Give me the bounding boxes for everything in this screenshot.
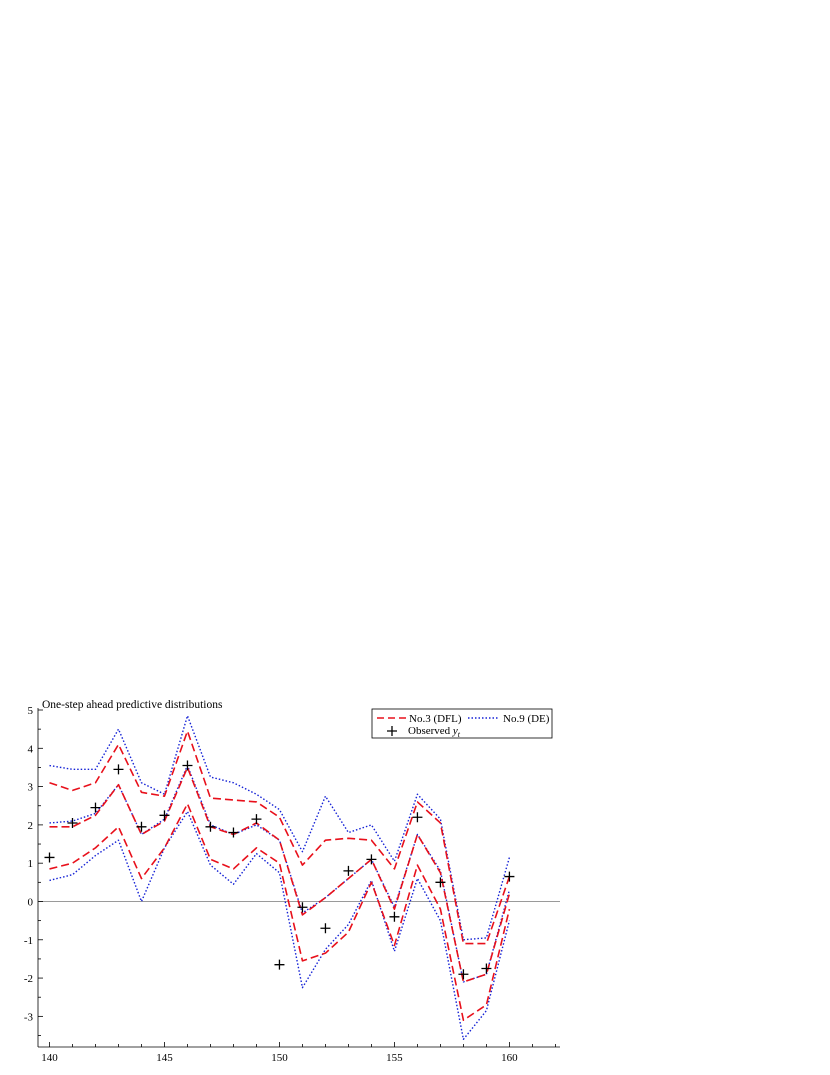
x-tick-label: 150 xyxy=(271,1052,288,1064)
observed-point xyxy=(297,902,308,913)
y-tick-label: -3 xyxy=(24,1011,34,1023)
observed-point xyxy=(159,810,170,821)
series-line-de-0 xyxy=(49,715,511,941)
series-lines xyxy=(49,715,511,1041)
observed-point xyxy=(412,812,423,823)
observed-point xyxy=(320,923,331,934)
x-tick-label: 145 xyxy=(156,1052,173,1064)
x-tick-label: 140 xyxy=(41,1052,58,1064)
x-tick-label: 160 xyxy=(501,1052,518,1064)
y-tick-label: -1 xyxy=(24,935,33,947)
y-tick-label: -2 xyxy=(24,973,33,985)
legend-label-observed-symbol: y xyxy=(452,725,458,737)
legend: No.3 (DFL) No.9 (DE) Observed yt xyxy=(371,708,553,739)
observed-point xyxy=(90,802,101,813)
series-line-dfl-2 xyxy=(49,803,511,1021)
observed-point xyxy=(228,827,239,838)
series-line-de-1 xyxy=(49,764,511,983)
series-line-de-2 xyxy=(49,810,511,1041)
observed-point xyxy=(251,814,262,825)
observed-point xyxy=(67,817,78,828)
legend-label-observed: Observed yt xyxy=(408,725,461,739)
legend-swatch-observed xyxy=(387,726,397,736)
y-tick-label: 5 xyxy=(28,705,34,717)
observed-point xyxy=(274,959,285,970)
y-tick-label: 1 xyxy=(28,858,34,870)
observed-point xyxy=(458,969,469,980)
observed-point xyxy=(205,821,216,832)
observed-point xyxy=(182,760,193,771)
legend-label-observed-subscript: t xyxy=(458,730,461,739)
legend-label-de: No.9 (DE) xyxy=(503,713,550,725)
observed-point xyxy=(481,963,492,974)
chart-title: One-step ahead predictive distributions xyxy=(42,699,223,711)
y-tick-label: 4 xyxy=(28,743,34,755)
x-tick-label: 155 xyxy=(386,1052,403,1064)
observed-point xyxy=(389,911,400,922)
observed-point xyxy=(366,854,377,865)
series-line-dfl-0 xyxy=(49,730,511,945)
series-line-dfl-1 xyxy=(49,766,511,983)
observed-point xyxy=(113,764,124,775)
legend-box xyxy=(371,708,553,739)
y-tick-label: 3 xyxy=(28,782,34,794)
legend-label-dfl: No.3 (DFL) xyxy=(409,713,462,725)
observed-markers xyxy=(44,760,515,980)
observed-point xyxy=(343,865,354,876)
legend-label-observed-prefix: Observed xyxy=(408,725,453,737)
observed-point xyxy=(435,877,446,888)
observed-point xyxy=(504,871,515,882)
y-tick-label: 0 xyxy=(28,896,34,908)
observed-point xyxy=(44,852,55,863)
y-tick-label: 2 xyxy=(28,820,34,832)
observed-point xyxy=(136,821,147,832)
